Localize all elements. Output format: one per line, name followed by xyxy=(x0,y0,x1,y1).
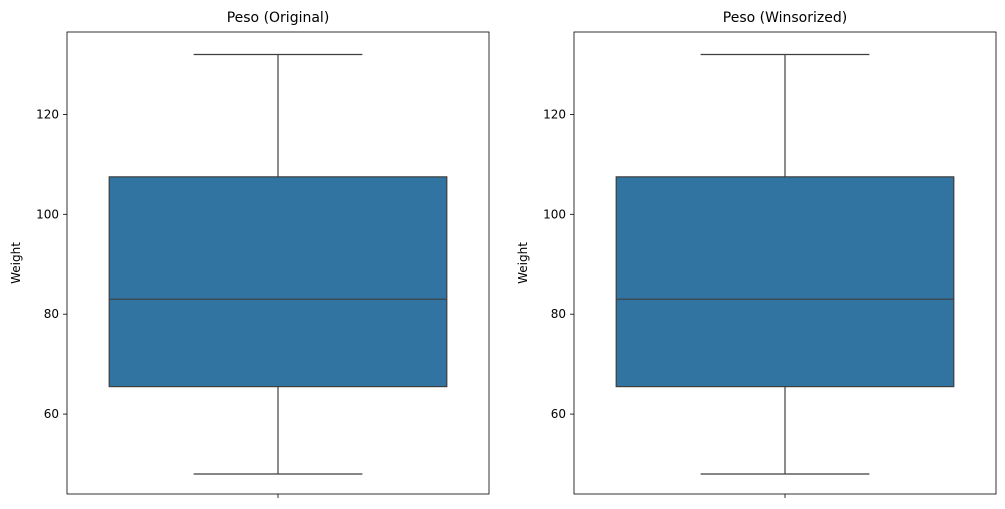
y-tick-label: 100 xyxy=(543,207,566,221)
y-tick-label: 100 xyxy=(36,207,59,221)
y-tick-label: 120 xyxy=(36,107,59,121)
iqr-box xyxy=(108,176,448,388)
y-axis-label: Weight xyxy=(9,242,23,284)
y-tick-label: 60 xyxy=(44,407,59,421)
boxplot-panel-winsorized: Peso (Winsorized) Weight 60 80 100 120 xyxy=(516,10,997,498)
chart-title: Peso (Winsorized) xyxy=(723,10,847,26)
y-tick-label: 80 xyxy=(551,307,566,321)
y-tick-label: 80 xyxy=(44,307,59,321)
chart-title: Peso (Original) xyxy=(227,10,330,26)
y-tick-label: 120 xyxy=(543,107,566,121)
boxplot-panel-original: Peso (Original) Weight 60 80 100 120 xyxy=(9,10,490,498)
y-tick-label: 60 xyxy=(551,407,566,421)
y-axis-label: Weight xyxy=(516,242,530,284)
iqr-box xyxy=(615,176,955,388)
